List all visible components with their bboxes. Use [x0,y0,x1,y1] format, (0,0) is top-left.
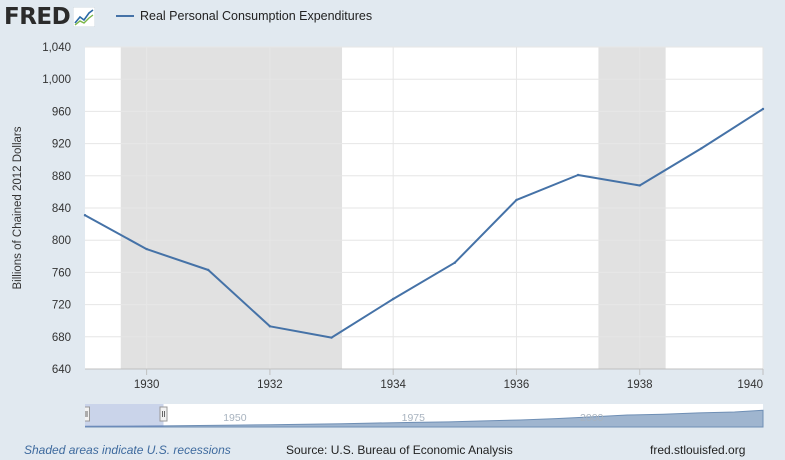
y-axis-ticks: 640 680 720 760 800 840 880 920 960 1,000 1,040 [42,42,71,376]
navigator-label: 1975 [402,412,426,424]
data-point[interactable] [515,198,518,202]
navigator-area [85,409,764,428]
x-axis-ticks: 1930 1932 1934 1936 1938 1940 [134,369,764,391]
recession-note[interactable]: Shaded areas indicate U.S. recessions [24,443,231,457]
navigator-right-handle[interactable] [159,406,168,422]
fred-logo[interactable]: FRED [4,4,96,30]
x-tick-label: 1936 [504,379,530,391]
x-tick-label: 1940 [737,379,763,391]
y-tick-label: 1,040 [42,42,71,54]
gridlines [85,46,764,369]
data-point[interactable] [453,261,457,264]
y-tick-label: 680 [52,332,71,344]
x-tick-label: 1932 [257,379,283,391]
y-tick-label: 760 [52,267,71,279]
navigator-selected-range[interactable] [85,404,164,427]
navigator-series [85,409,764,428]
navigator-label: 2000 [580,412,604,424]
series-layer [83,107,765,339]
y-tick-label: 720 [52,300,71,312]
data-point[interactable] [207,268,210,272]
data-point[interactable] [576,173,580,177]
source-text: Source: U.S. Bureau of Economic Analysis [286,443,513,457]
y-tick-label: 640 [52,364,71,376]
legend-series-label: Real Personal Consumption Expenditures [140,9,373,23]
y-tick-label: 880 [52,171,71,183]
series-line[interactable] [84,108,764,339]
data-point[interactable] [145,247,148,251]
y-axis-label: Billions of Chained 2012 Dollars [12,126,24,289]
legend-swatch [116,15,134,17]
navigator-left-handle[interactable] [85,406,90,422]
site-link[interactable]: fred.stlouisfed.org [650,443,746,457]
navigator-label: 1950 [223,412,247,424]
y-tick-label: 920 [52,139,71,151]
data-point[interactable] [268,325,272,328]
x-tick-label: 1934 [380,379,406,391]
y-tick-label: 800 [52,235,71,247]
data-point[interactable] [391,297,395,301]
data-point[interactable] [638,184,641,187]
x-tick-label: 1930 [134,379,160,391]
navigator-selection[interactable] [85,404,168,427]
chart-legend: Real Personal Consumption Expenditures [116,9,372,23]
data-point[interactable] [761,107,765,111]
y-tick-label: 960 [52,106,71,118]
data-point[interactable] [700,147,703,150]
fred-logo-text: FRED [4,4,71,30]
y-tick-label: 840 [52,203,71,215]
sparkline-graph-icon [73,7,96,27]
navigator-labels: 1950 1975 2000 [223,412,603,424]
data-point[interactable] [330,336,333,339]
data-point[interactable] [83,214,87,217]
time-navigator[interactable]: 1950 1975 2000 [85,404,765,429]
y-tick-label: 1,000 [42,74,71,86]
line-chart[interactable]: 640 680 720 760 800 840 880 920 960 1,000 1,040 19… [0,30,785,402]
x-tick-label: 1938 [627,379,653,391]
